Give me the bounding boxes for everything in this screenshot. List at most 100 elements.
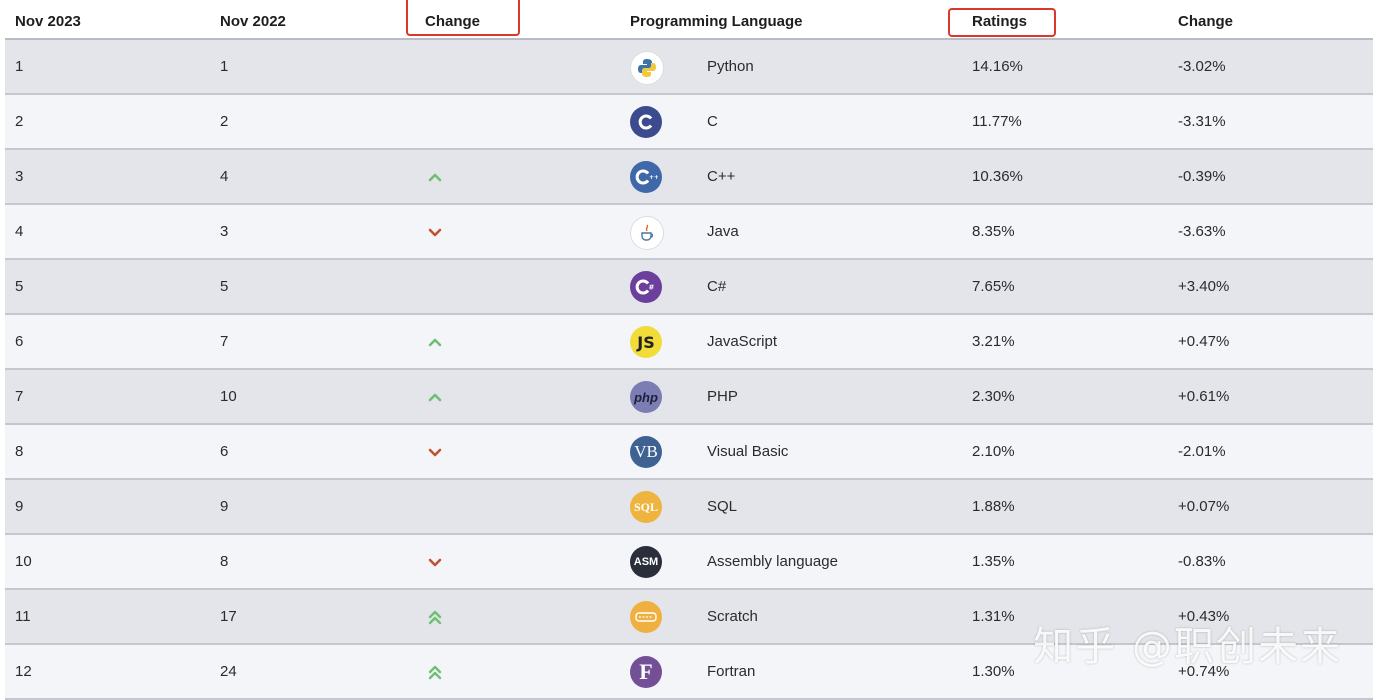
language-name[interactable]: Visual Basic xyxy=(707,443,789,460)
arrow-up-icon xyxy=(425,387,445,407)
csharp-logo: # xyxy=(630,271,662,303)
svg-text:#: # xyxy=(649,284,655,292)
python-logo xyxy=(630,51,664,85)
rank-nov-2023: 2 xyxy=(15,113,24,130)
rank-nov-2022: 10 xyxy=(220,388,237,405)
rating-value: 3.21% xyxy=(972,333,1015,350)
java-logo-badge xyxy=(630,216,664,250)
rating-value: 7.65% xyxy=(972,278,1015,295)
watermark: 知乎 @职创未来 xyxy=(1033,624,1342,670)
scratch-logo-badge xyxy=(630,601,662,633)
table-row: 12 24 F Fortran 1.30% +0.74% xyxy=(5,645,1373,700)
rank-nov-2023: 1 xyxy=(15,58,24,75)
rank-nov-2022: 17 xyxy=(220,608,237,625)
rating-value: 10.36% xyxy=(972,168,1023,185)
language-name[interactable]: PHP xyxy=(707,388,738,405)
rank-nov-2023: 5 xyxy=(15,278,24,295)
javascript-logo-badge: JS xyxy=(630,326,662,358)
rating-value: 1.88% xyxy=(972,498,1015,515)
language-name[interactable]: Assembly language xyxy=(707,553,838,570)
rank-nov-2023: 7 xyxy=(15,388,24,405)
rating-change-value: -0.39% xyxy=(1178,168,1226,185)
arrow-down-icon xyxy=(425,222,445,242)
language-name[interactable]: Fortran xyxy=(707,663,756,680)
c-logo-badge xyxy=(630,106,662,138)
rank-nov-2022: 7 xyxy=(220,333,229,350)
table-row: 5 5 # C# 7.65% +3.40% xyxy=(5,260,1373,315)
language-name[interactable]: C++ xyxy=(707,168,736,185)
rating-change-value: -3.02% xyxy=(1178,58,1226,75)
rank-nov-2022: 1 xyxy=(220,58,229,75)
javascript-logo: JS xyxy=(630,326,662,358)
rank-nov-2022: 2 xyxy=(220,113,229,130)
header-nov-2023[interactable]: Nov 2023 xyxy=(15,12,81,30)
table-row: 4 3 Java 8.35% -3.63% xyxy=(5,205,1373,260)
rank-nov-2022: 6 xyxy=(220,443,229,460)
table-row: 2 2 C 11.77% -3.31% xyxy=(5,95,1373,150)
c-logo xyxy=(630,106,662,138)
header-ratings[interactable]: Ratings xyxy=(972,12,1028,30)
language-name[interactable]: C xyxy=(707,113,718,130)
rating-change-value: -3.63% xyxy=(1178,223,1226,240)
table-row: 7 10 php PHP 2.30% +0.61% xyxy=(5,370,1373,425)
ratings-header-highlight xyxy=(948,8,1056,37)
tiobe-index-table: Nov 2023 Nov 2022 Change Programming Lan… xyxy=(5,4,1373,700)
arrow-down-icon xyxy=(425,552,445,572)
language-name[interactable]: Python xyxy=(707,58,754,75)
table-row: 6 7 JS JavaScript 3.21% +0.47% xyxy=(5,315,1373,370)
rank-nov-2023: 12 xyxy=(15,663,32,680)
sql-logo: SQL xyxy=(630,491,662,523)
assembly-logo: ASM xyxy=(630,546,662,578)
rank-nov-2022: 4 xyxy=(220,168,229,185)
rating-value: 14.16% xyxy=(972,58,1023,75)
change-header-highlight xyxy=(406,0,520,36)
rank-nov-2023: 10 xyxy=(15,553,32,570)
python-logo-badge xyxy=(630,51,664,85)
rank-nov-2022: 9 xyxy=(220,498,229,515)
rating-change-value: -0.83% xyxy=(1178,553,1226,570)
visual-basic-logo: VB xyxy=(630,436,662,468)
language-name[interactable]: C# xyxy=(707,278,727,295)
rating-value: 2.30% xyxy=(972,388,1015,405)
rating-value: 1.35% xyxy=(972,553,1015,570)
rank-nov-2022: 8 xyxy=(220,553,229,570)
rating-change-value: +3.40% xyxy=(1178,278,1230,295)
rating-change-value: -2.01% xyxy=(1178,443,1226,460)
svg-text:++: ++ xyxy=(649,174,658,181)
header-nov-2022[interactable]: Nov 2022 xyxy=(220,12,286,30)
fortran-logo: F xyxy=(630,656,662,688)
rating-value: 8.35% xyxy=(972,223,1015,240)
language-name[interactable]: Scratch xyxy=(707,608,758,625)
rating-value: 1.31% xyxy=(972,608,1015,625)
header-ratings-change[interactable]: Change xyxy=(1178,12,1234,30)
double-arrow-up-icon xyxy=(425,607,445,627)
arrow-up-icon xyxy=(425,332,445,352)
table-row: 8 6 VB Visual Basic 2.10% -2.01% xyxy=(5,425,1373,480)
table-row: 3 4 ++ C++ 10.36% -0.39% xyxy=(5,150,1373,205)
rank-nov-2022: 3 xyxy=(220,223,229,240)
scratch-logo xyxy=(630,601,662,633)
rank-nov-2022: 24 xyxy=(220,663,237,680)
csharp-logo-badge: # xyxy=(630,271,662,303)
arrow-down-icon xyxy=(425,442,445,462)
language-name[interactable]: SQL xyxy=(707,498,738,515)
language-name[interactable]: Java xyxy=(707,223,739,240)
rating-value: 11.77% xyxy=(972,113,1022,130)
fortran-logo-badge: F xyxy=(630,656,662,688)
rating-change-value: +0.74% xyxy=(1178,663,1230,680)
header-change[interactable]: Change xyxy=(425,12,481,30)
language-name[interactable]: JavaScript xyxy=(707,333,778,350)
java-logo xyxy=(630,216,664,250)
rank-nov-2023: 3 xyxy=(15,168,24,185)
header-programming-language[interactable]: Programming Language xyxy=(630,12,803,30)
php-logo-badge: php xyxy=(630,381,662,413)
table-header: Nov 2023 Nov 2022 Change Programming Lan… xyxy=(5,4,1373,40)
double-arrow-up-icon xyxy=(425,662,445,682)
rank-nov-2023: 11 xyxy=(15,608,31,625)
sql-logo-badge: SQL xyxy=(630,491,662,523)
table-row: 1 1 Python 14.16% -3.02% xyxy=(5,40,1373,95)
rank-nov-2023: 9 xyxy=(15,498,24,515)
php-logo: php xyxy=(630,381,662,413)
table-row: 10 8 ASM Assembly language 1.35% -0.83% xyxy=(5,535,1373,590)
